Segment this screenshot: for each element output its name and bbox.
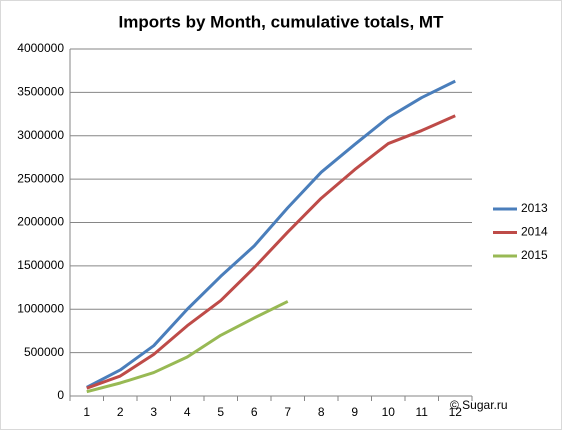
line-series xyxy=(86,300,289,394)
legend-label: 2013 xyxy=(521,201,548,215)
chart-title: Imports by Month, cumulative totals, MT xyxy=(119,12,445,31)
annotation: © Sugar.ru xyxy=(450,398,508,412)
y-tick-label: 4000000 xyxy=(17,41,64,55)
x-tick-label: 8 xyxy=(318,405,325,419)
x-tick-label: 3 xyxy=(150,405,157,419)
x-tick-label: 11 xyxy=(416,405,429,419)
x-tick-label: 12 xyxy=(449,405,463,419)
y-tick-label: 2500000 xyxy=(17,171,64,185)
x-tick-label: 7 xyxy=(284,405,291,419)
x-tick-label: 2 xyxy=(117,405,124,419)
y-tick-label: 3500000 xyxy=(17,85,64,99)
x-tick-label: 6 xyxy=(251,405,258,419)
x-tick-label: 10 xyxy=(382,405,396,419)
y-tick-label: 1000000 xyxy=(17,301,64,315)
y-tick-label: 2000000 xyxy=(17,215,64,229)
y-tick-label: 1500000 xyxy=(17,258,64,272)
legend-label: 2015 xyxy=(521,248,548,262)
y-tick-label: 500000 xyxy=(24,345,64,359)
y-tick-label: 3000000 xyxy=(17,128,64,142)
x-tick-label: 9 xyxy=(351,405,358,419)
x-tick-label: 1 xyxy=(83,405,90,419)
line-series xyxy=(86,114,456,390)
legend-label: 2014 xyxy=(521,225,548,239)
x-tick-label: 4 xyxy=(184,405,191,419)
line-series xyxy=(86,79,456,389)
y-tick-label: 0 xyxy=(57,388,64,402)
x-tick-label: 5 xyxy=(217,405,224,419)
